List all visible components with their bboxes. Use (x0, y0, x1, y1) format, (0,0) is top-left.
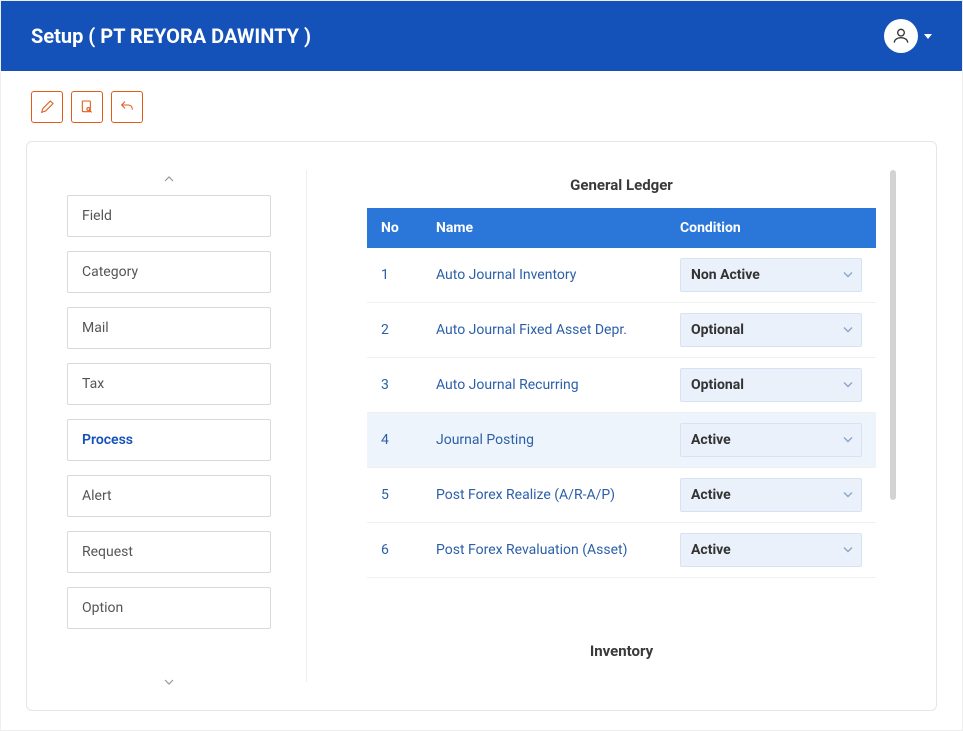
chevron-up-icon (164, 176, 174, 182)
cell-no: 3 (367, 358, 422, 413)
chevron-down-icon (843, 380, 853, 391)
app-root: Setup ( PT REYORA DAWINTY ) (0, 0, 963, 731)
column-header-name: Name (422, 208, 666, 248)
condition-select[interactable]: Active (680, 533, 862, 567)
sidebar-scroll-down[interactable] (67, 665, 271, 688)
undo-button[interactable] (111, 91, 143, 123)
cell-condition: Optional (666, 303, 876, 358)
condition-select[interactable]: Active (680, 478, 862, 512)
user-menu[interactable] (884, 19, 932, 53)
column-header-condition: Condition (666, 208, 876, 248)
chevron-down-icon (843, 435, 853, 446)
sidebar-item-alert[interactable]: Alert (67, 475, 271, 517)
chevron-down-icon (164, 679, 174, 685)
avatar (884, 19, 918, 53)
cell-name: Auto Journal Inventory (422, 248, 666, 303)
table-row: 3Auto Journal Recurring Optional (367, 358, 876, 413)
condition-select[interactable]: Non Active (680, 258, 862, 292)
cell-condition: Active (666, 523, 876, 578)
cell-name: Auto Journal Fixed Asset Depr. (422, 303, 666, 358)
chevron-down-icon (843, 545, 853, 556)
sections-scroll[interactable]: General LedgerNoNameCondition1Auto Journ… (367, 170, 896, 670)
cell-condition: Non Active (666, 248, 876, 303)
table-row: 2Auto Journal Fixed Asset Depr. Optional (367, 303, 876, 358)
sidebar-scroll-up[interactable] (67, 170, 271, 195)
cell-no: 4 (367, 413, 422, 468)
app-header: Setup ( PT REYORA DAWINTY ) (1, 1, 962, 71)
cell-name: Journal Posting (422, 413, 666, 468)
toolbar (1, 71, 962, 133)
condition-select[interactable]: Optional (680, 368, 862, 402)
column-header-no: No (367, 208, 422, 248)
cell-condition: Active (666, 468, 876, 523)
cell-condition: Optional (666, 358, 876, 413)
sidebar-item-mail[interactable]: Mail (67, 307, 271, 349)
sidebar: Field Category Mail Tax Process Alert Request O… (67, 170, 307, 682)
table-row: 4Journal Posting Active (367, 413, 876, 468)
cell-name: Post Forex Realize (A/R-A/P) (422, 468, 666, 523)
condition-select[interactable]: Active (680, 423, 862, 457)
condition-select[interactable]: Optional (680, 313, 862, 347)
preview-button[interactable] (71, 91, 103, 123)
section-title: General Ledger (367, 170, 876, 208)
cell-name: Post Forex Revaluation (Asset) (422, 523, 666, 578)
sidebar-list: Field Category Mail Tax Process Alert Request O… (67, 195, 271, 665)
chevron-down-icon (924, 34, 932, 39)
cell-name: Auto Journal Recurring (422, 358, 666, 413)
page-title: Setup ( PT REYORA DAWINTY ) (31, 24, 311, 48)
section-title: Inventory (367, 636, 876, 670)
chevron-down-icon (843, 325, 853, 336)
sidebar-item-tax[interactable]: Tax (67, 363, 271, 405)
chevron-down-icon (843, 490, 853, 501)
section-gap (367, 578, 876, 636)
document-search-icon (79, 99, 95, 115)
data-table: NoNameCondition 1Auto Journal Inventory No… (367, 208, 876, 578)
table-row: 6Post Forex Revaluation (Asset) Active (367, 523, 876, 578)
sidebar-item-option[interactable]: Option (67, 587, 271, 629)
cell-condition: Active (666, 413, 876, 468)
pencil-icon (39, 99, 55, 115)
chevron-down-icon (843, 270, 853, 281)
cell-no: 2 (367, 303, 422, 358)
undo-icon (119, 99, 135, 115)
cell-no: 6 (367, 523, 422, 578)
cell-no: 1 (367, 248, 422, 303)
table-row: 1Auto Journal Inventory Non Active (367, 248, 876, 303)
edit-button[interactable] (31, 91, 63, 123)
content-area: General LedgerNoNameCondition1Auto Journ… (307, 170, 896, 682)
sidebar-item-category[interactable]: Category (67, 251, 271, 293)
main-card: Field Category Mail Tax Process Alert Request O… (26, 141, 937, 711)
two-column-layout: Field Category Mail Tax Process Alert Request O… (67, 170, 896, 682)
cell-no: 5 (367, 468, 422, 523)
table-row: 5Post Forex Realize (A/R-A/P) Active (367, 468, 876, 523)
sidebar-item-process[interactable]: Process (67, 419, 271, 461)
user-icon (891, 26, 911, 46)
sidebar-item-field[interactable]: Field (67, 195, 271, 237)
scrollbar-thumb[interactable] (890, 170, 896, 500)
sidebar-item-request[interactable]: Request (67, 531, 271, 573)
